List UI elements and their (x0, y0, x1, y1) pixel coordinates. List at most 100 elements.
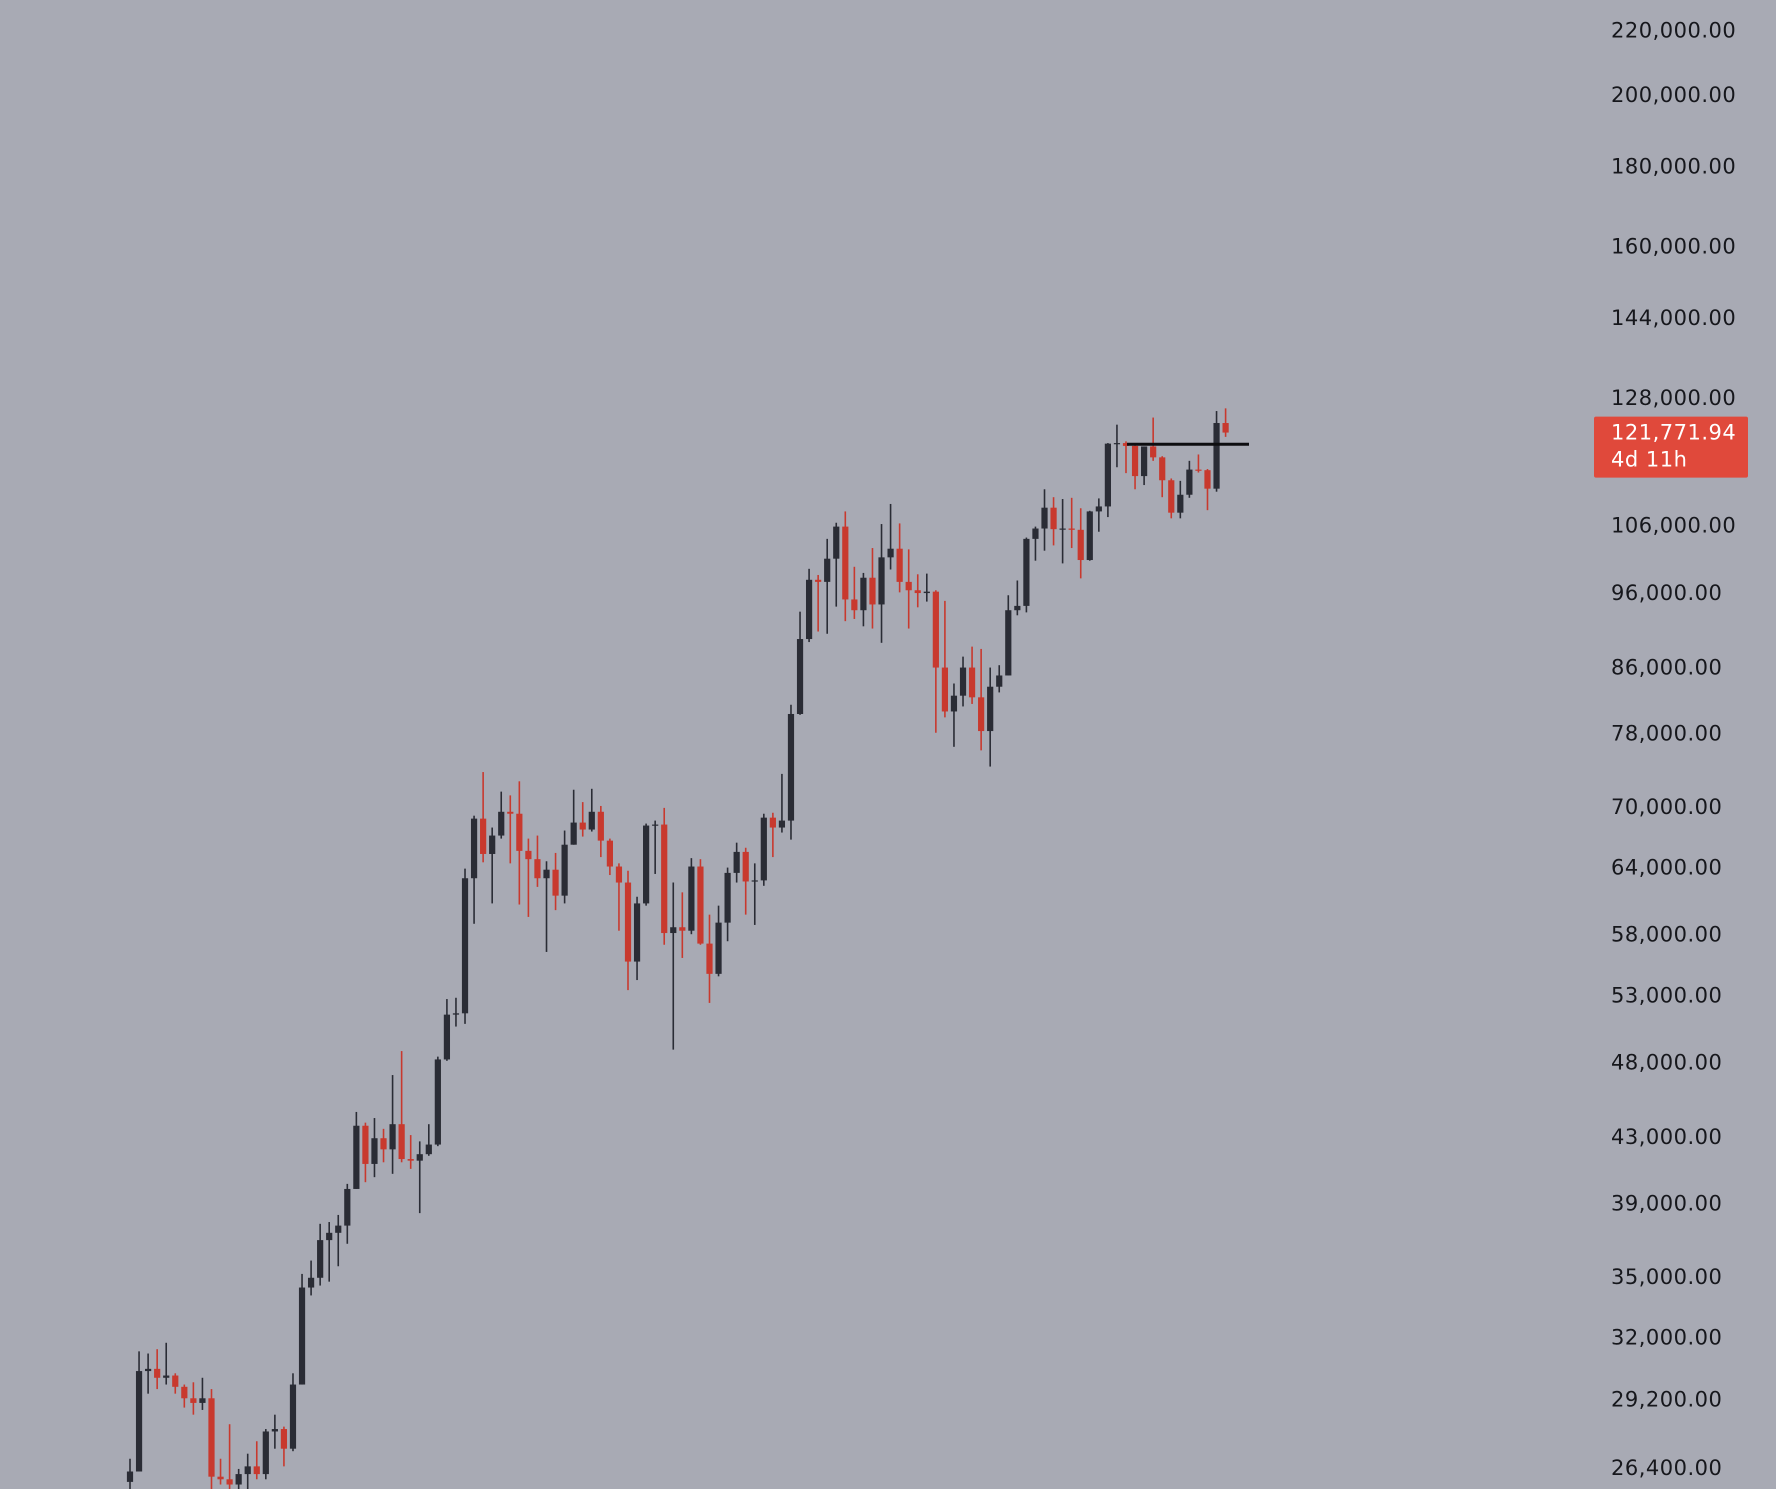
candle-body (307, 1277, 315, 1288)
candle-body (1077, 529, 1084, 561)
candle-body (470, 818, 478, 879)
y-tick-label: 35,000.00 (1611, 1265, 1722, 1289)
candle-body (335, 1225, 342, 1233)
candle-body (452, 1013, 460, 1015)
candle-body (688, 866, 695, 931)
candle-body (679, 927, 686, 931)
candle-body (887, 548, 894, 558)
candle-body (552, 869, 559, 896)
candle-body (1068, 528, 1075, 530)
candle-body (570, 822, 577, 845)
candle-body (579, 822, 586, 830)
candle-body (280, 1429, 288, 1449)
candle-body (163, 1375, 170, 1378)
y-tick-label: 48,000.00 (1611, 1051, 1722, 1075)
price-axis: 220,000.00 200,000.00 180,000.00 160,000.00… (1611, 19, 1736, 1480)
candle-body (978, 697, 985, 732)
candle-body (633, 903, 641, 962)
candle-body (516, 813, 523, 851)
candle-body (1213, 423, 1220, 489)
candle-body (181, 1386, 188, 1399)
candle-body (796, 639, 804, 714)
candle-body (172, 1375, 179, 1387)
candle-body (1186, 469, 1193, 495)
candle-body (271, 1429, 278, 1432)
candle-body (1131, 445, 1139, 477)
candle-body (787, 713, 795, 821)
candle-body (317, 1240, 324, 1278)
candle-body (371, 1138, 378, 1164)
candle-body (833, 526, 840, 559)
candle-body (1113, 443, 1121, 445)
y-tick-label: 78,000.00 (1611, 722, 1722, 746)
candle-body (126, 1471, 134, 1482)
candle-body (416, 1154, 423, 1161)
candle-body (996, 675, 1003, 687)
candle-body (434, 1059, 441, 1145)
candle-body (145, 1368, 152, 1372)
candle-body (805, 579, 813, 640)
y-tick-label: 160,000.00 (1611, 234, 1736, 258)
candle-body (661, 824, 668, 934)
candle-body (941, 667, 949, 712)
candle-body (362, 1125, 369, 1164)
candle-body (226, 1479, 233, 1485)
candle-body (135, 1371, 143, 1472)
candle-body (778, 820, 786, 828)
candle-body (697, 866, 704, 944)
y-tick-label: 106,000.00 (1611, 514, 1736, 538)
candle-body (1195, 469, 1202, 471)
candle-body (624, 882, 632, 962)
candle-body (561, 844, 568, 896)
candle-body (235, 1474, 242, 1485)
candle-body (878, 557, 885, 605)
y-tick-label: 39,000.00 (1611, 1191, 1722, 1215)
candle-body (733, 851, 740, 873)
candle-body (543, 869, 550, 879)
candle-body (253, 1466, 260, 1475)
y-tick-label: 144,000.00 (1611, 306, 1736, 330)
candle-body (1032, 528, 1039, 539)
candle-body (851, 599, 858, 611)
y-tick-label: 29,200.00 (1611, 1388, 1722, 1412)
candle-body (706, 943, 713, 974)
candle-body (344, 1188, 351, 1226)
candle-body (751, 880, 758, 882)
candle-body (425, 1144, 432, 1155)
candle-body (498, 811, 505, 836)
y-tick-label: 220,000.00 (1611, 19, 1736, 43)
y-tick-label: 32,000.00 (1611, 1326, 1722, 1350)
candle-body (525, 850, 532, 860)
candle-body (1095, 506, 1102, 512)
candle-body (959, 667, 967, 696)
candle-body (914, 590, 921, 594)
y-tick-label: 128,000.00 (1611, 386, 1736, 410)
overlay: 121,771.94 4d 11h (1127, 416, 1748, 478)
candle-body (842, 526, 849, 600)
candle-body (987, 686, 994, 732)
candle-body (154, 1368, 161, 1378)
candle-body (407, 1159, 414, 1161)
candle-body (217, 1476, 224, 1480)
y-tick-label: 180,000.00 (1611, 155, 1736, 179)
candle-body (905, 581, 912, 591)
y-tick-label: 86,000.00 (1611, 655, 1722, 679)
candle-body (208, 1398, 215, 1477)
y-tick-label: 200,000.00 (1611, 83, 1736, 107)
candle-body (489, 835, 496, 854)
candle-body (815, 579, 822, 582)
candle-body (262, 1431, 269, 1475)
y-tick-label: 53,000.00 (1611, 983, 1722, 1007)
candle-body (1177, 494, 1184, 513)
candle-body (652, 824, 659, 826)
candle-body (760, 817, 767, 881)
candle-body (1122, 443, 1130, 446)
candle-body (615, 866, 623, 883)
candle-body (769, 817, 776, 828)
candle-body (1086, 511, 1093, 561)
candle-body (869, 577, 876, 605)
candle-body (1204, 470, 1211, 489)
candle-body (1023, 538, 1030, 606)
